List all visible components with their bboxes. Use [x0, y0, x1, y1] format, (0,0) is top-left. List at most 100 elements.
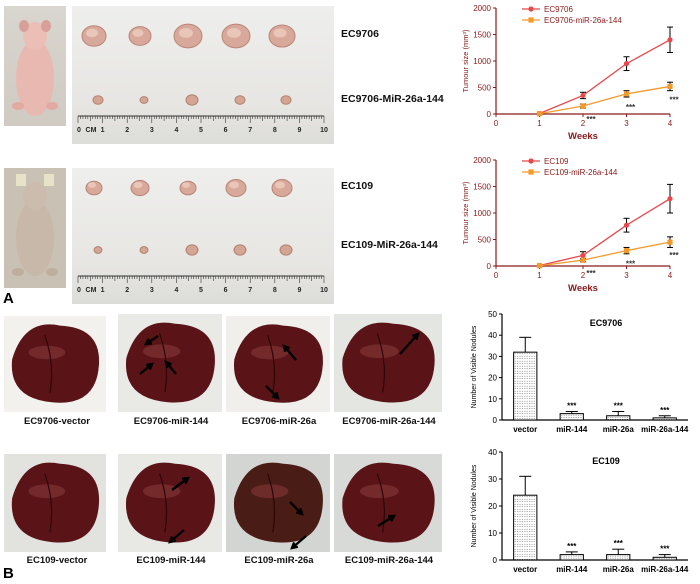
liver-lobe: [342, 462, 435, 543]
tumor-sample: [139, 96, 149, 104]
tumor-tray-svg: 0 1 2 3 4 5 6 7 8 9 10 CM: [77, 179, 328, 294]
liver-fissure: [267, 473, 276, 533]
panel-letter-a: A: [3, 290, 14, 307]
caption-ec109-mir26a: EC109-miR-26a: [244, 555, 314, 566]
tumor-highlight: [275, 181, 285, 189]
nodule-arrowhead: [282, 344, 291, 353]
y-tick-label: 50: [488, 310, 497, 319]
tumor-sample: [233, 244, 247, 256]
y-tick-label: 1500: [473, 31, 491, 40]
tumor-highlight: [179, 28, 193, 38]
liver-gloss: [28, 484, 66, 499]
liver-gloss: [250, 484, 289, 499]
nodule-arrow: [169, 529, 185, 543]
significance-label: ***: [626, 260, 636, 269]
liver-fissure: [376, 473, 385, 533]
data-point: [580, 252, 586, 258]
ruler-unit: CM: [86, 287, 97, 294]
y-tick-label: 20: [488, 502, 497, 511]
nodule-arrowhead: [271, 391, 280, 400]
significance-label: ***: [567, 402, 577, 411]
x-tick-label: 4: [668, 119, 673, 128]
tumor-highlight: [273, 28, 287, 38]
liver-fissure: [44, 334, 53, 393]
caption-ec109-vector: EC109-vector: [26, 555, 88, 566]
nodule-arrowhead: [143, 338, 153, 346]
tumor-highlight: [88, 182, 96, 188]
liver-gloss: [359, 344, 399, 359]
data-point: [580, 257, 586, 263]
y-tick-label: 40: [488, 448, 497, 457]
y-tick-label: 1000: [473, 57, 491, 66]
y-tick-label: 0: [493, 416, 498, 425]
data-point: [623, 91, 630, 97]
ruler-label: 8: [273, 287, 277, 294]
significance-label: ***: [626, 103, 636, 112]
y-axis-title: Tumour size (mm³): [461, 181, 470, 245]
ruler-label: 9: [297, 127, 301, 134]
x-tick-label: 0: [494, 119, 499, 128]
tumor-highlight: [227, 28, 241, 38]
data-point: [623, 248, 630, 254]
x-tick-label: 1: [537, 119, 542, 128]
mouse-photo-ec109: [4, 168, 66, 288]
x-tick-label: 2: [581, 271, 586, 280]
chart-title: EC109: [592, 456, 620, 466]
legend-marker: [528, 169, 534, 175]
liver-gloss: [359, 484, 399, 499]
ruler-label: 9: [297, 287, 301, 294]
significance-label: ***: [660, 406, 670, 415]
y-tick-label: 30: [488, 352, 497, 361]
ruler-label: 6: [224, 127, 228, 134]
nodule-arrowhead: [290, 541, 299, 550]
bar: [513, 494, 538, 561]
legend-label: EC109-miR-26a-144: [544, 168, 618, 177]
caption-ec9706-mir26a: EC9706-miR-26a: [241, 416, 317, 427]
caption-ec9706-vector: EC9706-vector: [23, 416, 90, 427]
tumor-sample: [185, 244, 199, 256]
y-tick-label: 30: [488, 475, 497, 484]
x-tick-label: 4: [668, 271, 673, 280]
nodule-arrow: [139, 363, 153, 375]
nodule-arrow: [289, 501, 303, 515]
data-point: [623, 222, 630, 228]
y-tick-label: 500: [478, 236, 492, 245]
ruler-label: 10: [320, 287, 328, 294]
ruler-label: 1: [101, 127, 105, 134]
data-point: [667, 239, 673, 245]
nodule-arrowhead: [411, 332, 420, 341]
ruler-label: 0: [77, 127, 81, 134]
y-tick-label: 1000: [473, 209, 491, 218]
bar: [606, 554, 631, 561]
nodules-chart-ec9706: 0 10 20 30 40 50 Number of Visible Nodules EC97…: [471, 310, 689, 434]
group-label-ec9706: EC9706: [341, 28, 379, 40]
y-tick-label: 1500: [473, 183, 491, 192]
ruler-label: 4: [174, 287, 178, 294]
tumor-highlight: [182, 182, 190, 188]
data-point: [580, 103, 586, 109]
ruler-label: 7: [248, 287, 252, 294]
tumor-highlight: [86, 28, 98, 38]
data-point: [667, 83, 673, 90]
x-tick-label: 3: [624, 271, 629, 280]
tumor-sample: [279, 244, 293, 256]
x-tick-label: 0: [494, 271, 499, 280]
liver-gloss: [142, 344, 181, 359]
nodule-arrow: [165, 361, 177, 375]
ruler-label: 4: [174, 127, 178, 134]
liver-lobe: [233, 462, 323, 543]
data-point: [580, 92, 586, 99]
category-label: miR-144: [556, 425, 588, 434]
series-line: [539, 198, 671, 267]
tumor-highlight: [133, 181, 143, 189]
ruler-label: 10: [320, 127, 328, 134]
tumor-sample: [185, 94, 199, 106]
liver-gloss: [142, 484, 181, 499]
bar: [559, 413, 584, 421]
ruler-label: 8: [273, 127, 277, 134]
nodule-arrow: [283, 345, 297, 361]
data-point: [667, 196, 673, 202]
ruler-label: 5: [199, 287, 203, 294]
significance-label: ***: [614, 539, 624, 548]
y-tick-label: 0: [493, 556, 498, 565]
